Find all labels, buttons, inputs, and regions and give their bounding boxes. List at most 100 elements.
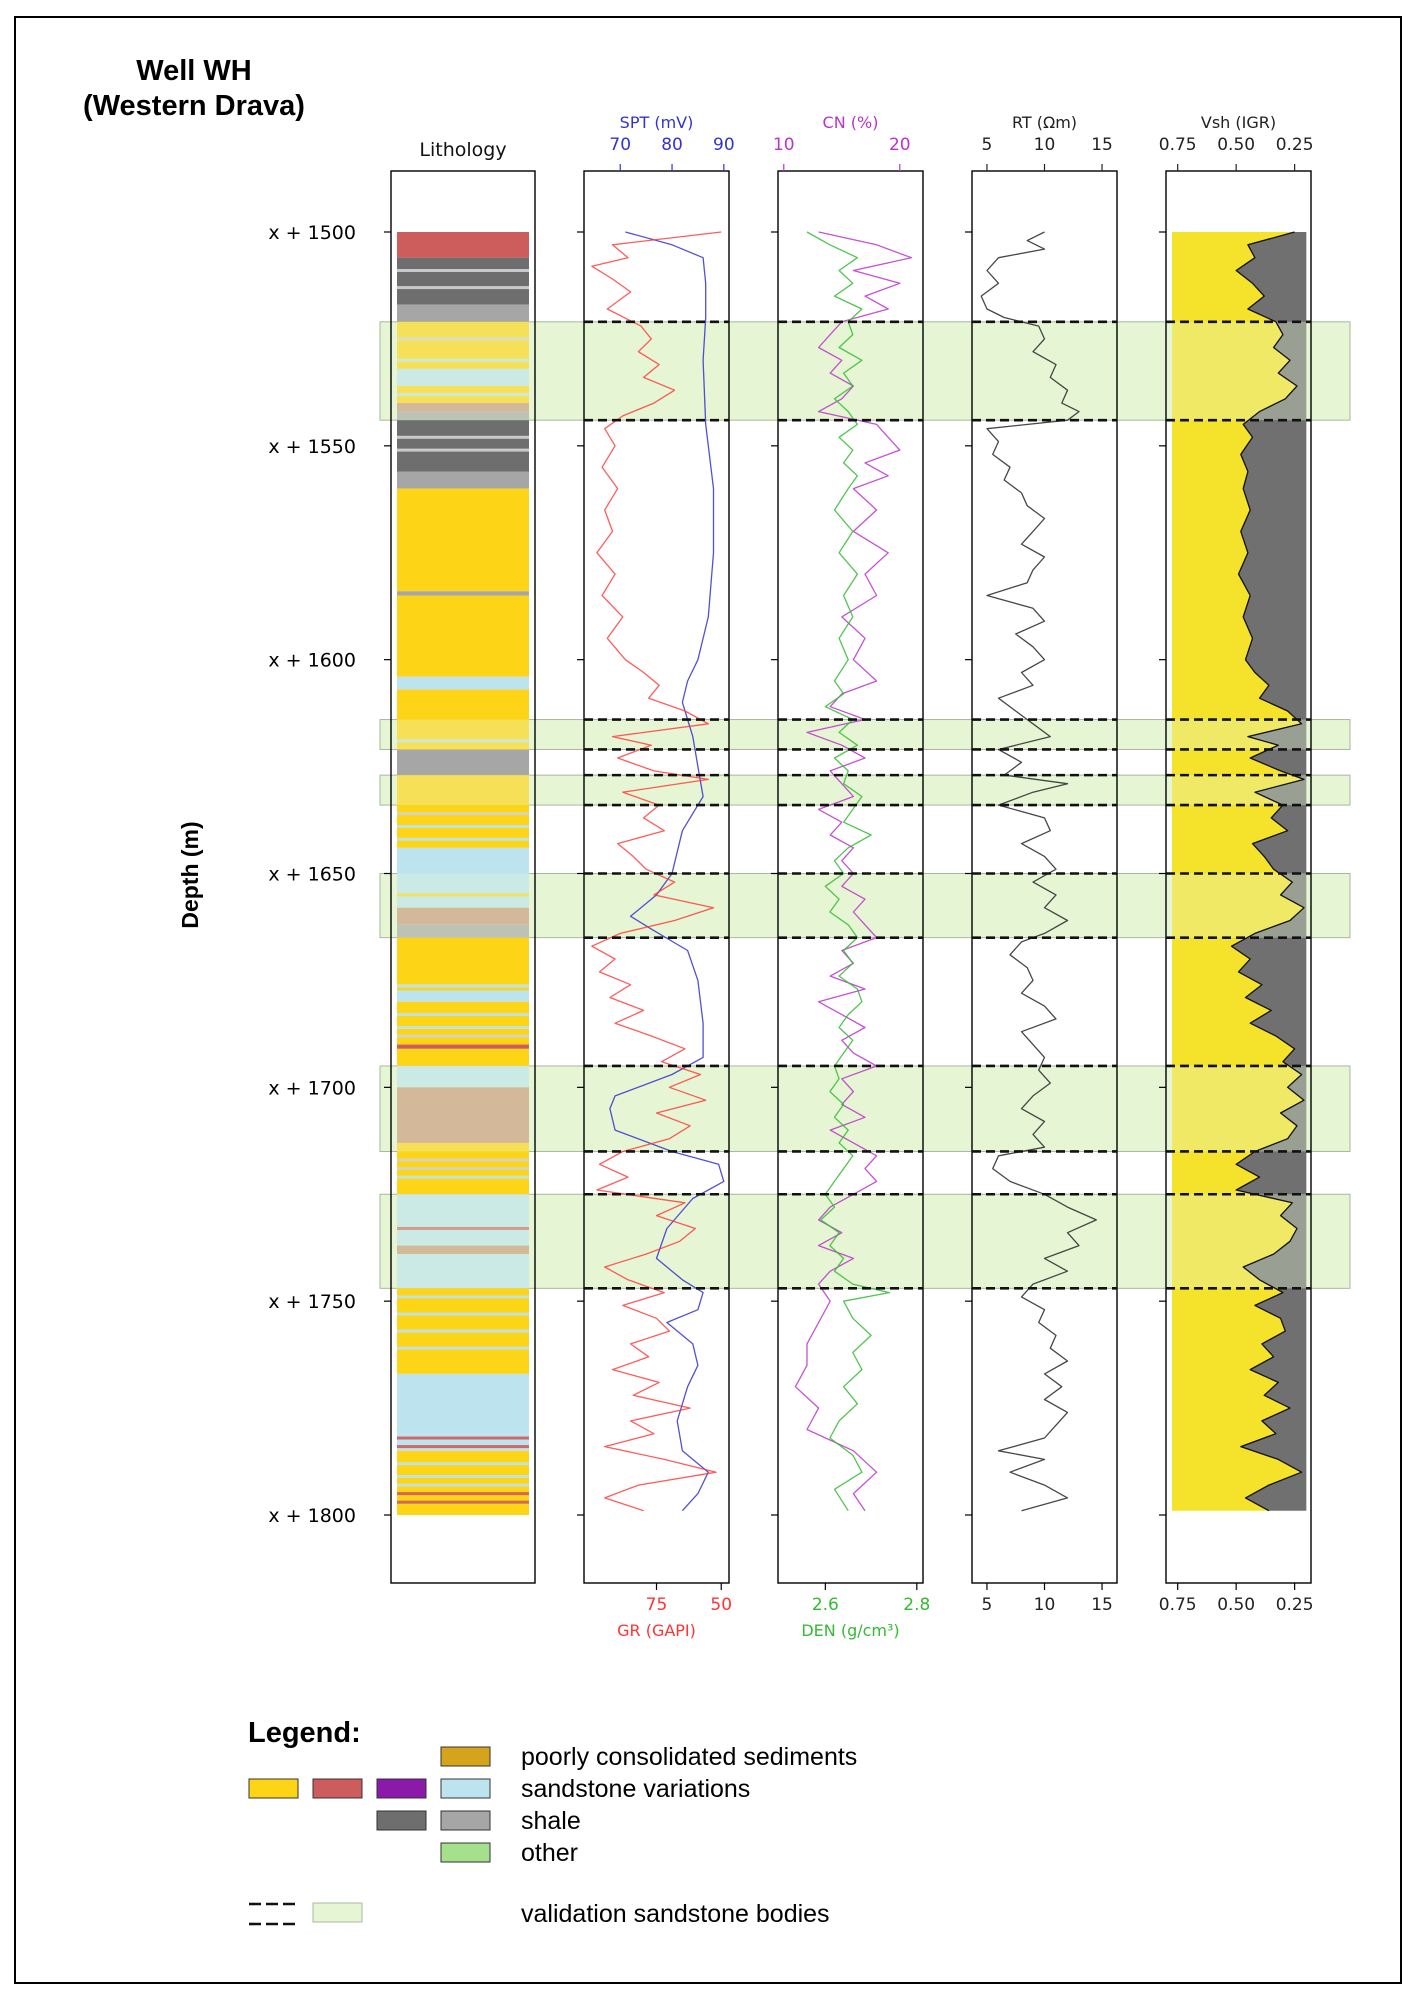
depth-tick-label: x + 1750 — [268, 1291, 356, 1313]
track-sp-gr: 70 80 90 SPT (mV) 75 50 GR (GAPI) — [583, 113, 735, 1640]
vsh-shale-fill — [1231, 232, 1307, 1511]
depth-tick-label: x + 1800 — [268, 1505, 356, 1527]
lithology-thin-bed — [397, 824, 529, 828]
lithology-thin-bed — [397, 1329, 529, 1333]
bottom-tick-label: 0.50 — [1217, 1595, 1255, 1615]
well-title-line2: (Western Drava) — [83, 90, 305, 122]
lithology-thin-bed — [397, 837, 529, 841]
lithology-interval — [397, 591, 529, 596]
top-tick-label: 15 — [1091, 135, 1113, 155]
lithology-interval — [397, 937, 529, 985]
vsh-validation-overlay — [1166, 1194, 1311, 1289]
lithology-track: Lithology — [390, 139, 536, 1584]
lithology-interval — [397, 984, 529, 1002]
lithology-thin-bed — [397, 987, 529, 991]
lithology-interval — [397, 749, 529, 776]
bottom-tick-label: 0.25 — [1276, 1595, 1314, 1615]
legend-swatch-darkgray — [376, 1810, 427, 1831]
top-axis-label: CN (%) — [823, 113, 879, 132]
lithology-interval — [397, 595, 529, 677]
legend-label: sandstone variations — [521, 1775, 750, 1803]
depth-tick-label: x + 1550 — [268, 436, 356, 458]
lithology-interval — [397, 1048, 529, 1066]
lithology-validation-overlay — [397, 775, 529, 806]
top-tick-label: 80 — [661, 135, 683, 155]
lithology-validation-overlay — [397, 321, 529, 421]
top-tick-label: 90 — [713, 135, 735, 155]
legend-label: other — [521, 1839, 578, 1867]
depth-axis-label: Depth (m) — [177, 821, 203, 928]
lithology-thin-bed — [397, 1158, 529, 1162]
lithology-title: Lithology — [419, 139, 506, 161]
well-title-line1: Well WH — [136, 55, 252, 87]
lithology-interval — [397, 847, 529, 874]
legend-swatch-purple — [376, 1778, 427, 1799]
curve-den — [806, 231, 891, 1512]
depth-tick-label: x + 1700 — [268, 1077, 356, 1099]
top-tick-label: 0.25 — [1276, 135, 1314, 155]
depth-axis: x + 1500 x + 1550 x + 1600 x + 1650 x + 1700… — [177, 222, 1166, 1527]
lithology-thin-bed — [397, 286, 529, 290]
bottom-axis-label: DEN (g/cm³) — [801, 1621, 899, 1640]
lithology-thin-bed — [397, 1167, 529, 1171]
lithology-thin-bed — [397, 1475, 529, 1479]
lithology-interval — [397, 1065, 529, 1088]
bottom-axis-label: GR (GAPI) — [617, 1621, 696, 1640]
validation-boundaries — [584, 320, 1311, 1290]
lithology-thin-bed — [397, 1312, 529, 1316]
lithology-interval — [397, 1087, 529, 1143]
top-axis-label: Vsh (IGR) — [1201, 113, 1276, 132]
lithology-interval — [397, 719, 529, 750]
lithology-thin-bed — [397, 1346, 529, 1350]
lithology-interval — [397, 676, 529, 690]
lithology-interval — [397, 873, 529, 908]
lithology-validation-overlay — [397, 1194, 529, 1289]
lithology-interval — [397, 1151, 529, 1195]
legend-swatch-red — [312, 1778, 363, 1799]
legend-label: poorly consolidated sediments — [521, 1743, 857, 1771]
vsh-sand-fill — [1172, 232, 1304, 1511]
vsh-validation-overlay — [1166, 775, 1311, 806]
bottom-tick-label: 0.75 — [1159, 1595, 1197, 1615]
lithology-interval — [397, 471, 529, 489]
lithology-interval — [397, 1194, 529, 1246]
legend-swatch-green — [440, 1842, 491, 1863]
curve-spt — [609, 231, 725, 1512]
lithology-thin-bed — [397, 1500, 529, 1504]
curve-rt — [980, 231, 1097, 1512]
track-rt: 5 10 15 RT (Ωm) 5 10 15 — [971, 113, 1118, 1615]
lithology-interval — [397, 907, 529, 925]
lithology-frame — [390, 170, 536, 1584]
lithology-thin-bed — [397, 893, 529, 897]
vsh-validation-overlay — [1166, 873, 1311, 938]
top-axis-label: SPT (mV) — [620, 113, 694, 132]
lithology-interval — [397, 1142, 529, 1152]
legend-label: shale — [521, 1807, 581, 1835]
lithology-thin-bed — [397, 812, 529, 816]
top-tick-label: 5 — [982, 135, 993, 155]
lithology-thin-bed — [397, 1492, 529, 1496]
top-tick-label: 20 — [889, 135, 911, 155]
top-tick-label: 10 — [1034, 135, 1056, 155]
lithology-interval — [397, 775, 529, 806]
bottom-tick-label: 50 — [710, 1595, 732, 1615]
lithology-validation-overlay — [397, 873, 529, 938]
lithology-thin-bed — [397, 1295, 529, 1299]
lithology-interval — [397, 304, 529, 322]
top-tick-label: 10 — [773, 135, 795, 155]
lithology-interval — [397, 924, 529, 938]
lithology-interval — [397, 1001, 529, 1045]
top-tick-label: 70 — [609, 135, 631, 155]
lithology-thin-bed — [397, 1226, 529, 1230]
lithology-thin-bed — [397, 268, 529, 272]
bottom-tick-label: 10 — [1034, 1595, 1056, 1615]
lithology-interval — [397, 689, 529, 720]
legend-title: Legend: — [248, 1717, 361, 1749]
lithology-thin-bed — [397, 1462, 529, 1466]
lithology-thin-bed — [397, 1436, 529, 1440]
bottom-tick-label: 2.6 — [812, 1595, 839, 1615]
legend-swatch-yellow — [248, 1778, 299, 1799]
lithology-interval — [397, 1433, 529, 1451]
vsh-validation-overlay — [1166, 1065, 1311, 1152]
bottom-tick-label: 5 — [982, 1595, 993, 1615]
